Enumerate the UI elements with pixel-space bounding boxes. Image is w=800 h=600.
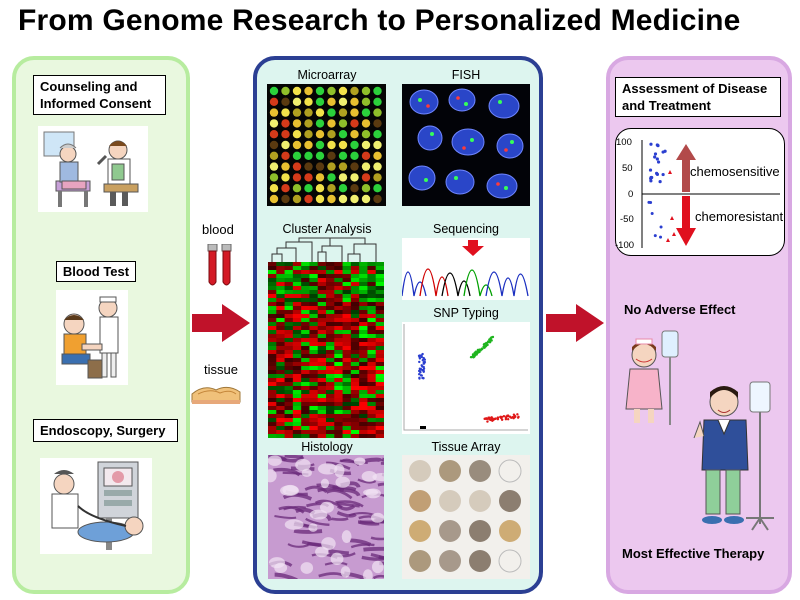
page-title: From Genome Research to Personalized Med… bbox=[18, 4, 741, 37]
endoscopy-illustration bbox=[40, 458, 152, 554]
nurse-illustration bbox=[625, 330, 679, 425]
chemo-response-plot bbox=[641, 140, 780, 248]
tick-50: 50 bbox=[622, 163, 633, 174]
blood-test-label: Blood Test bbox=[56, 261, 136, 282]
patient-illustration bbox=[693, 381, 774, 531]
counseling-label: Counseling and Informed Consent bbox=[33, 75, 166, 115]
assessment-label: Assessment of Disease and Treatment bbox=[615, 77, 781, 117]
chemosensitive-label: chemosensitive bbox=[690, 164, 780, 179]
tick-0: 0 bbox=[628, 189, 634, 200]
most-effective-therapy-label: Most Effective Therapy bbox=[622, 546, 765, 561]
snp-typing-label: SNP Typing bbox=[433, 306, 499, 320]
to-assessment-arrow-icon bbox=[546, 304, 604, 342]
microarray-label: Microarray bbox=[297, 68, 357, 82]
tissue-label: tissue bbox=[204, 362, 238, 377]
no-adverse-effect-label: No Adverse Effect bbox=[624, 302, 736, 317]
endoscopy-label: Endoscopy, Surgery bbox=[33, 419, 178, 442]
snp-scatter-image bbox=[402, 322, 530, 434]
cluster-analysis-label: Cluster Analysis bbox=[282, 222, 372, 236]
chemo-plot-frame bbox=[615, 128, 785, 256]
dendrogram-image bbox=[271, 237, 377, 262]
tissue-array-label: Tissue Array bbox=[431, 440, 501, 454]
histology-image bbox=[268, 455, 384, 579]
blood-tubes-icon bbox=[207, 244, 232, 286]
tissue-sample-icon bbox=[191, 386, 241, 404]
fish-label: FISH bbox=[451, 68, 481, 82]
tick-100: 100 bbox=[616, 137, 632, 148]
tick-minus-100: -100 bbox=[615, 240, 635, 251]
to-lab-arrow-icon bbox=[192, 304, 250, 342]
tissue-array-image bbox=[402, 455, 530, 579]
fish-image bbox=[402, 84, 530, 206]
sequencing-image bbox=[402, 238, 530, 300]
heatmap-image bbox=[268, 262, 384, 438]
counseling-illustration bbox=[38, 126, 148, 212]
blood-label: blood bbox=[202, 222, 234, 237]
microarray-image bbox=[267, 84, 386, 206]
histology-label: Histology bbox=[301, 440, 353, 454]
tick-minus-50: -50 bbox=[620, 214, 634, 225]
blood-test-illustration bbox=[56, 290, 128, 385]
chemoresistant-label: chemoresistant bbox=[695, 209, 784, 224]
sequencing-label: Sequencing bbox=[432, 222, 500, 236]
